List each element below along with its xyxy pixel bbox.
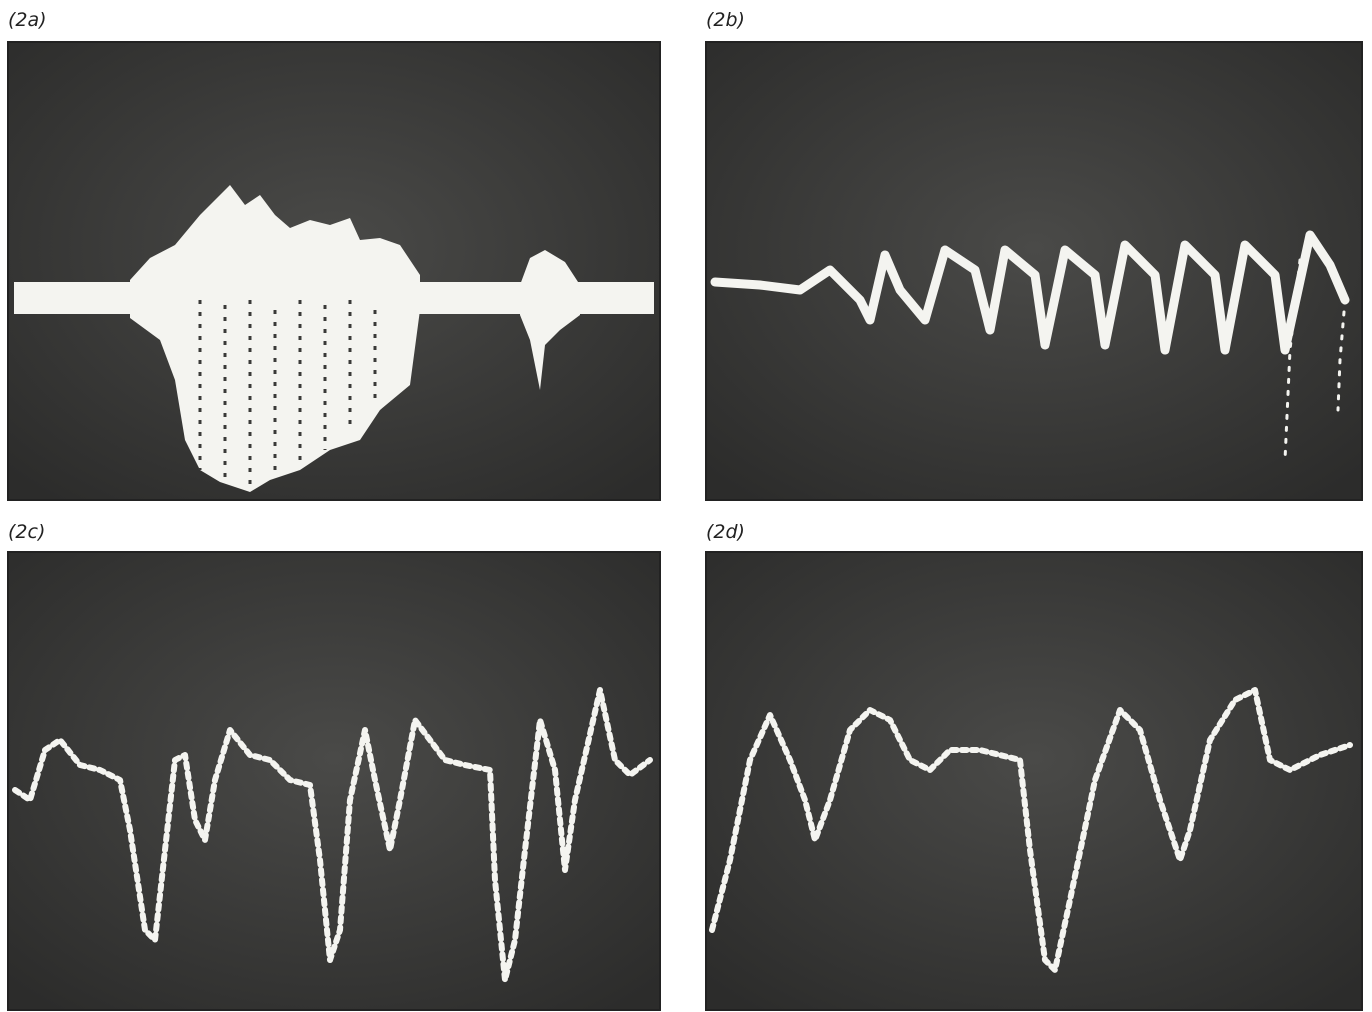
screen	[705, 551, 1363, 1011]
trace	[1336, 298, 1347, 412]
trace	[709, 687, 1353, 973]
trace-gaps	[198, 300, 377, 485]
trace	[12, 687, 653, 983]
panel-label: (2d)	[706, 521, 745, 543]
trace	[710, 230, 1350, 355]
trace-burst	[130, 185, 420, 492]
panel-label: (2a)	[8, 9, 47, 31]
oscilloscope-panel	[705, 551, 1363, 1011]
oscilloscope-panel	[7, 41, 661, 501]
oscilloscope-panel	[705, 41, 1363, 501]
panel-label: (2b)	[706, 9, 745, 31]
oscilloscope-panel	[7, 551, 661, 1011]
panel-label: (2c)	[8, 521, 45, 543]
trace-blip	[520, 250, 580, 390]
